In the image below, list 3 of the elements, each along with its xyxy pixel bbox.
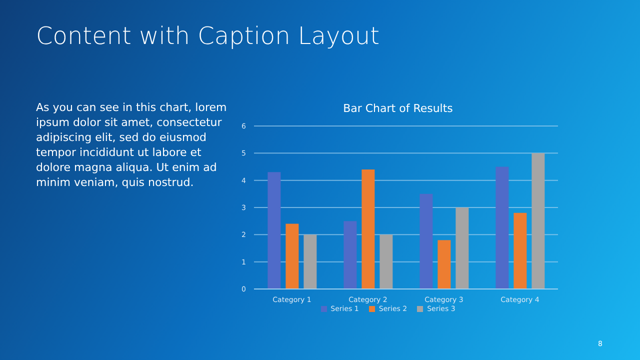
- text: Content with Caption Layout: [36, 22, 380, 50]
- chart-title: Bar Chart of Results: [342, 102, 454, 115]
- text: As you can see in this chart, lorem ipsum dolor sit amet, consectetur adipiscing elit, sed do eiusmod tempor incididunt ut labore et dolore magna aliqua. Ut enim ad minim veniam, quis nostrud.: [36, 100, 228, 190]
